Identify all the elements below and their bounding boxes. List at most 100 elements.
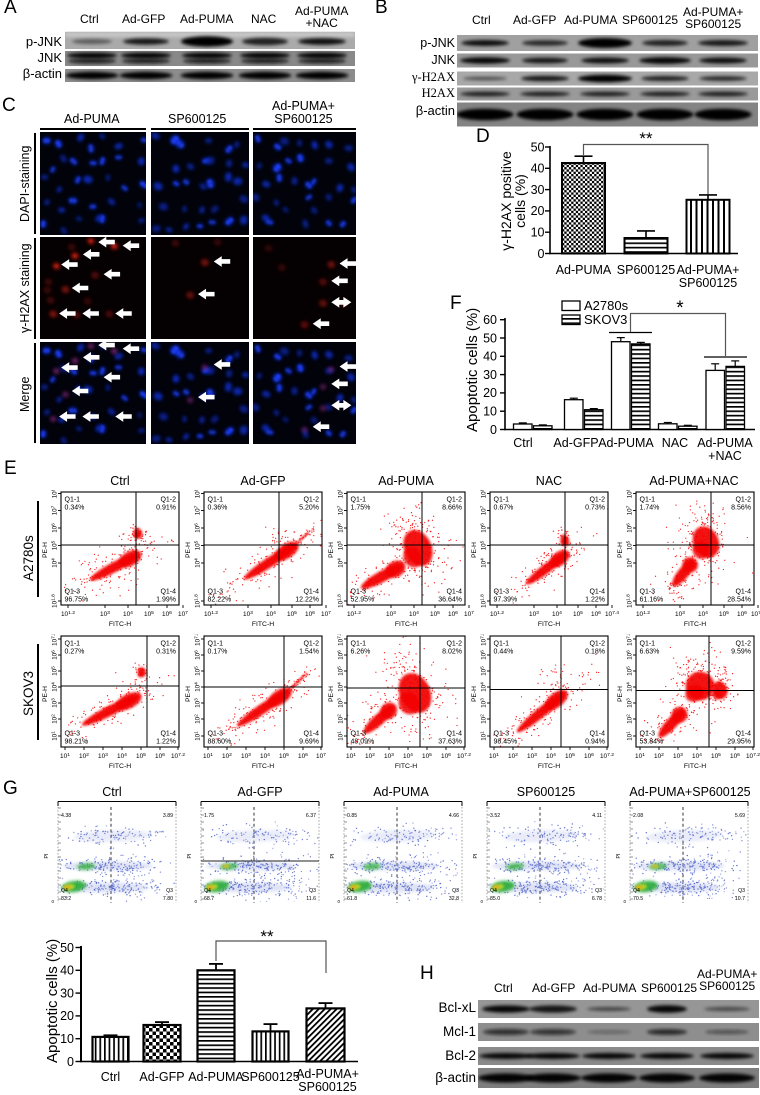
svg-text:SP600125: SP600125 <box>679 276 737 290</box>
svg-text:SP600125: SP600125 <box>241 1070 299 1084</box>
svg-text:101.2: 101.2 <box>347 610 361 618</box>
svg-text:101: 101 <box>489 752 499 760</box>
svg-text:20: 20 <box>531 204 545 218</box>
svg-text:101.8: 101.8 <box>50 594 58 608</box>
svg-text:107.2: 107.2 <box>746 752 760 760</box>
svg-text:101.2: 101.2 <box>490 610 504 618</box>
svg-text:Q4: Q4 <box>61 888 68 894</box>
svg-text:105: 105 <box>719 610 729 618</box>
svg-text:105: 105 <box>144 610 154 618</box>
svg-text:Q1-1: Q1-1 <box>65 497 81 504</box>
svg-text:PE-H: PE-H <box>42 542 49 558</box>
svg-text:101: 101 <box>193 731 201 741</box>
svg-text:6.37: 6.37 <box>306 813 316 819</box>
svg-text:Q1-3: Q1-3 <box>494 731 510 738</box>
svg-text:104: 104 <box>266 610 276 618</box>
svg-text:Q1-3: Q1-3 <box>351 731 367 738</box>
svg-text:Q1-2: Q1-2 <box>735 497 751 504</box>
svg-text:101.8: 101.8 <box>193 594 201 608</box>
svg-text:28.54%: 28.54% <box>727 597 751 604</box>
svg-text:105: 105 <box>279 752 289 760</box>
svg-text:104: 104 <box>625 682 633 692</box>
svg-text:Q4: Q4 <box>204 888 211 894</box>
svg-text:104: 104 <box>117 752 127 760</box>
svg-text:107.4: 107.4 <box>605 610 619 618</box>
svg-text:102: 102 <box>222 752 232 760</box>
svg-text:106: 106 <box>591 610 601 618</box>
svg-text:1.75: 1.75 <box>204 813 214 819</box>
svg-text:Q1-2: Q1-2 <box>589 497 605 504</box>
svg-text:103: 103 <box>193 698 201 708</box>
svg-text:101: 101 <box>346 752 356 760</box>
svg-text:102: 102 <box>79 752 89 760</box>
svg-text:7.80: 7.80 <box>163 896 173 902</box>
svg-text:4.38: 4.38 <box>61 813 71 819</box>
svg-text:8.66%: 8.66% <box>442 505 462 512</box>
svg-text:FITC-H: FITC-H <box>109 763 131 770</box>
svg-text:101.8: 101.8 <box>625 594 633 608</box>
svg-text:PE-H: PE-H <box>471 686 478 702</box>
svg-text:101.8: 101.8 <box>479 594 487 608</box>
svg-text:FITC-H: FITC-H <box>395 621 417 628</box>
svg-text:82.22%: 82.22% <box>208 597 232 604</box>
svg-text:103: 103 <box>336 698 344 708</box>
svg-text:FITC-H: FITC-H <box>538 621 560 628</box>
svg-text:103: 103 <box>527 752 537 760</box>
svg-text:Q1-1: Q1-1 <box>640 641 656 648</box>
svg-text:0.67%: 0.67% <box>494 505 514 512</box>
svg-text:108: 108 <box>479 490 487 498</box>
svg-text:Q1-2: Q1-2 <box>735 641 751 648</box>
svg-text:106: 106 <box>479 523 487 533</box>
svg-text:107.2: 107.2 <box>479 634 487 646</box>
svg-text:0.18%: 0.18% <box>585 649 605 656</box>
svg-text:107: 107 <box>336 505 344 515</box>
svg-text:40: 40 <box>483 350 497 364</box>
svg-text:103: 103 <box>241 752 251 760</box>
svg-text:Q1-4: Q1-4 <box>303 731 319 738</box>
svg-text:104: 104 <box>336 558 344 568</box>
svg-text:105: 105 <box>625 540 633 550</box>
svg-text:Q1-1: Q1-1 <box>208 497 224 504</box>
svg-text:FITC-H: FITC-H <box>252 763 274 770</box>
svg-text:96.75%: 96.75% <box>65 597 89 604</box>
svg-text:0: 0 <box>490 423 497 437</box>
svg-text:104: 104 <box>479 558 487 568</box>
svg-text:107.2: 107.2 <box>171 752 185 760</box>
svg-text:Q1-4: Q1-4 <box>735 731 751 738</box>
svg-text:107.2: 107.2 <box>600 752 614 760</box>
svg-text:Q1-4: Q1-4 <box>446 731 462 738</box>
svg-text:Q1-4: Q1-4 <box>446 589 462 596</box>
svg-text:FITC-H: FITC-H <box>684 621 706 628</box>
svg-text:30: 30 <box>483 368 497 382</box>
svg-text:107: 107 <box>193 505 201 515</box>
svg-text:104: 104 <box>698 610 708 618</box>
svg-text:104: 104 <box>193 558 201 568</box>
svg-text:107.2: 107.2 <box>50 634 58 646</box>
svg-text:105: 105 <box>193 666 201 676</box>
svg-text:101: 101 <box>635 752 645 760</box>
svg-text:104: 104 <box>193 682 201 692</box>
svg-text:0.36%: 0.36% <box>208 505 228 512</box>
svg-text:**: ** <box>639 129 653 148</box>
svg-text:106: 106 <box>193 523 201 533</box>
svg-text:98.21%: 98.21% <box>65 739 89 746</box>
svg-text:3.89: 3.89 <box>163 813 173 819</box>
svg-text:105: 105 <box>50 666 58 676</box>
svg-text:88.60%: 88.60% <box>208 739 232 746</box>
svg-text:1.74%: 1.74% <box>640 505 660 512</box>
svg-text:108: 108 <box>193 490 201 498</box>
svg-text:Q1-1: Q1-1 <box>494 497 510 504</box>
svg-text:102: 102 <box>336 714 344 724</box>
svg-text:1.54%: 1.54% <box>299 649 319 656</box>
svg-text:105: 105 <box>479 540 487 550</box>
svg-text:105: 105 <box>336 540 344 550</box>
svg-text:+NAC: +NAC <box>708 449 742 463</box>
svg-text:50: 50 <box>60 941 74 955</box>
svg-text:103: 103 <box>50 698 58 708</box>
svg-text:0.94%: 0.94% <box>585 739 605 746</box>
svg-text:40: 40 <box>531 162 545 176</box>
svg-text:105: 105 <box>136 752 146 760</box>
svg-text:Ad-PUMA: Ad-PUMA <box>188 1070 244 1084</box>
svg-text:101: 101 <box>625 731 633 741</box>
svg-text:102: 102 <box>479 714 487 724</box>
